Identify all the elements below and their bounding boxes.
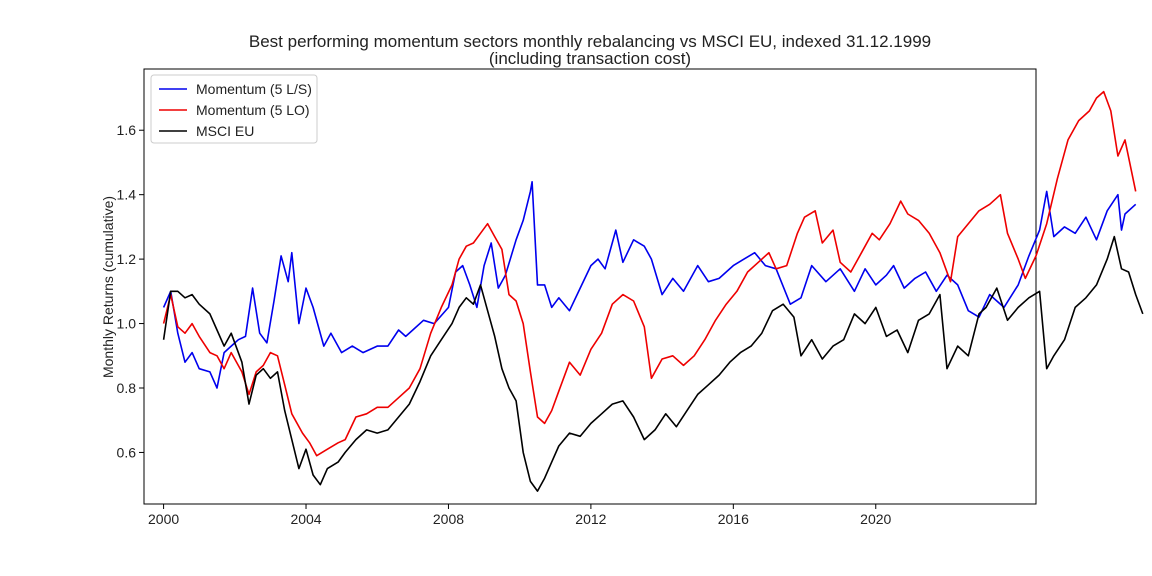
x-tick-label: 2008 — [433, 511, 464, 527]
x-axis: 2000 2004 2008 2012 2016 2020 — [148, 504, 892, 527]
y-tick-label: 1.2 — [117, 251, 137, 267]
chart-title: Best performing momentum sectors monthly… — [249, 32, 931, 51]
series-line-1 — [162, 90, 1137, 457]
series-line-2 — [162, 235, 1144, 492]
x-tick-label: 2016 — [718, 511, 749, 527]
y-axis: 0.6 0.8 1.0 1.2 1.4 1.6 — [117, 122, 144, 460]
y-tick-label: 1.6 — [117, 122, 137, 138]
legend: Momentum (5 L/S) Momentum (5 LO) MSCI EU — [150, 74, 318, 144]
y-tick-label: 0.8 — [117, 380, 137, 396]
legend-label: Momentum (5 L/S) — [196, 81, 312, 97]
y-axis-label: Monthly Returns (cumulative) — [100, 196, 116, 378]
legend-label: MSCI EU — [196, 123, 254, 139]
x-tick-label: 2020 — [860, 511, 891, 527]
x-tick-label: 2000 — [148, 511, 179, 527]
legend-box — [150, 74, 318, 144]
series-line-0 — [162, 181, 1137, 389]
y-tick-label: 1.0 — [117, 316, 137, 332]
legend-label: Momentum (5 LO) — [196, 102, 310, 118]
x-tick-label: 2012 — [575, 511, 606, 527]
plot-frame — [143, 68, 1037, 505]
series-lines — [162, 90, 1144, 492]
y-tick-label: 1.4 — [117, 187, 137, 203]
x-tick-label: 2004 — [290, 511, 321, 527]
y-tick-label: 0.6 — [117, 444, 137, 460]
chart-subtitle: (including transaction cost) — [489, 49, 691, 68]
